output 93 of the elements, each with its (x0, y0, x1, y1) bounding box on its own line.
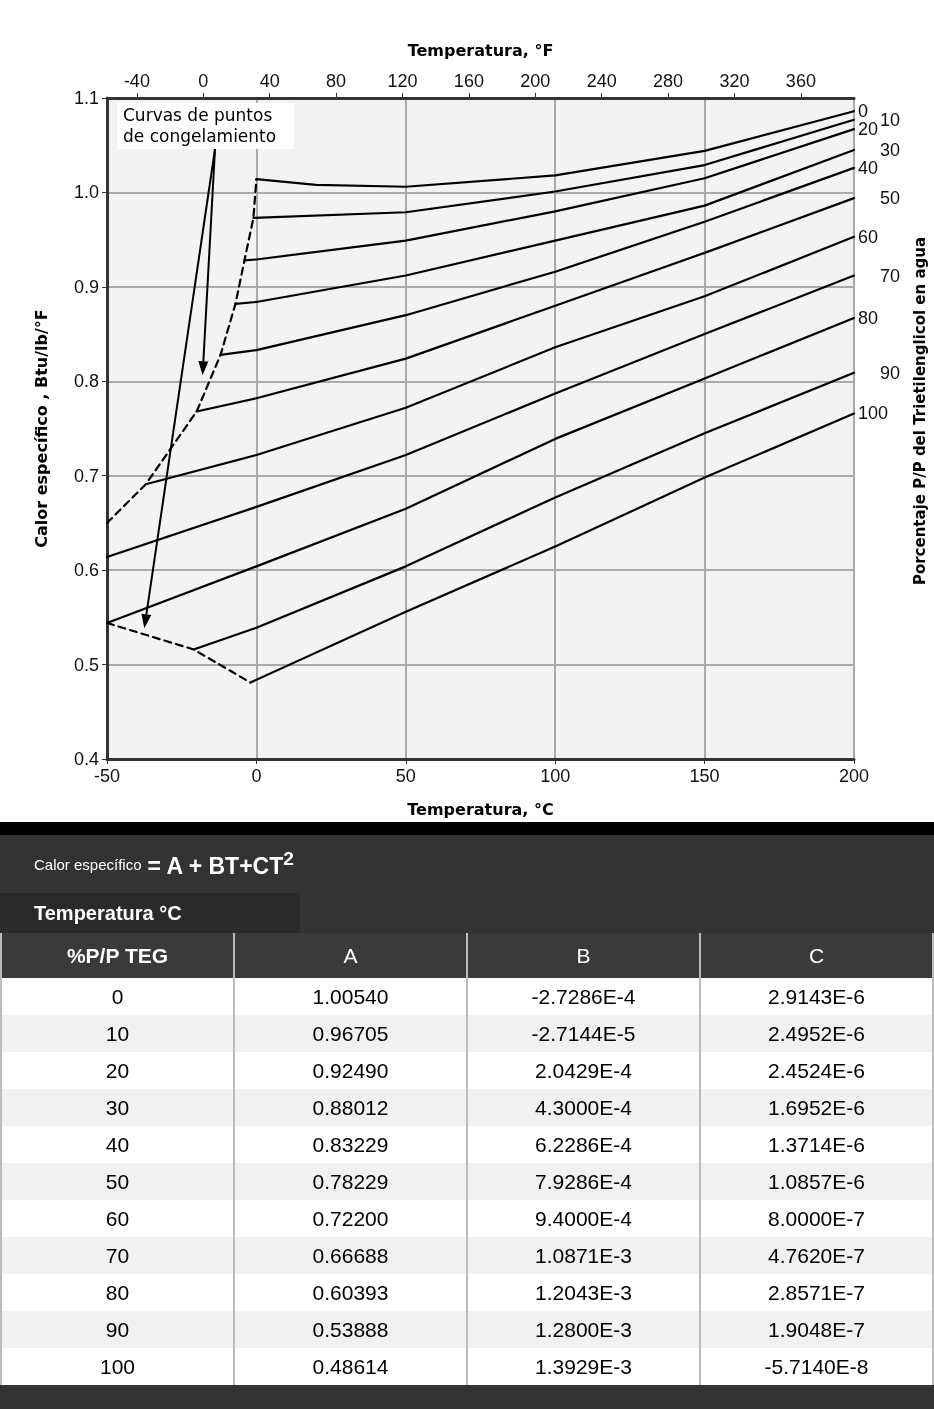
x-axis-title: Temperatura, °C (407, 799, 554, 819)
text: C (700, 933, 933, 978)
x-tick-label: 100 (540, 766, 571, 786)
text: 40 (1, 1126, 234, 1163)
text: 100 (1, 1348, 234, 1385)
text: 1.0871E-3 (467, 1237, 700, 1274)
x-tick-label: 0 (251, 766, 262, 786)
text: = A + BT+CT$^{2}$ (147, 848, 294, 880)
annotation: Curvas de puntos de congelamiento (117, 103, 294, 149)
text: 1.2800E-3 (467, 1311, 700, 1348)
series-label: 50 (880, 188, 901, 209)
series-label: 60 (858, 226, 879, 247)
text: 30 (1, 1089, 234, 1126)
x2-tick-label: 80 (326, 71, 347, 91)
text: 9.4000E-4 (467, 1200, 700, 1237)
text: 0.66688 (234, 1237, 467, 1274)
x-tick-label: 150 (689, 766, 720, 786)
x-tick-label: 50 (395, 766, 416, 786)
x2-tick-label: 120 (387, 71, 418, 91)
text: 0.53888 (234, 1311, 467, 1348)
text: 4.7620E-7 (700, 1237, 933, 1274)
x-tick-label: 200 (838, 766, 870, 786)
x-tick-label: -50 (93, 766, 121, 786)
text: 2.4952E-6 (700, 1015, 933, 1052)
series-label: 10 (880, 109, 901, 130)
text: 2.9143E-6 (700, 978, 933, 1015)
text: 0.96705 (234, 1015, 467, 1052)
x2-tick-label: 40 (259, 71, 280, 91)
y-tick-label: 1.0 (73, 182, 99, 203)
text: 10 (1, 1015, 234, 1052)
x2-tick-label: 0 (198, 71, 209, 91)
x2-tick-label: 320 (719, 71, 750, 91)
y-tick-label: 0.5 (73, 654, 99, 675)
series-label: 70 (880, 265, 901, 286)
text: 80 (1, 1274, 234, 1311)
x2-axis-title: Temperatura, °F (407, 40, 554, 60)
text: 7.9286E-4 (467, 1163, 700, 1200)
x2-tick-label: 200 (520, 71, 551, 91)
text: -2.7286E-4 (467, 978, 700, 1015)
text: 8.0000E-7 (700, 1200, 933, 1237)
y-tick-label: 0.4 (73, 749, 99, 769)
text: Temperatura °C (0, 893, 300, 933)
y-tick-label: 1.1 (73, 88, 99, 108)
text: 1.9048E-7 (700, 1311, 933, 1348)
series-label: 40 (858, 157, 879, 178)
text: 0.60393 (234, 1274, 467, 1311)
text: 2.0429E-4 (467, 1052, 700, 1089)
series-label: 90 (880, 362, 901, 383)
series-label: 20 (858, 119, 879, 140)
text: 70 (1, 1237, 234, 1274)
text: 1.00540 (234, 978, 467, 1015)
y-tick-label: 0.7 (73, 465, 99, 486)
text: 6.2286E-4 (467, 1126, 700, 1163)
text: 4.3000E-4 (467, 1089, 700, 1126)
text: 1.6952E-6 (700, 1089, 933, 1126)
x2-tick-label: 360 (785, 71, 816, 91)
text: 1.3929E-3 (467, 1348, 700, 1385)
text: 0.88012 (234, 1089, 467, 1126)
x2-tick-label: 160 (453, 71, 484, 91)
y-tick-label: 0.8 (73, 371, 99, 392)
text: 0.92490 (234, 1052, 467, 1089)
legend-title: Porcentaje P/P del Trietilenglicol en agua (910, 236, 929, 586)
series-label: 100 (858, 403, 889, 424)
text: %P/P TEG (1, 933, 234, 978)
text: 1.2043E-3 (467, 1274, 700, 1311)
x2-tick-label: 280 (653, 71, 684, 91)
text: 0.48614 (234, 1348, 467, 1385)
text: 50 (1, 1163, 234, 1200)
y-tick-label: 0.6 (73, 560, 99, 581)
series-label: 30 (880, 139, 901, 160)
text: B (467, 933, 700, 978)
series-label: 0 (858, 101, 869, 122)
text: 1.3714E-6 (700, 1126, 933, 1163)
y-tick-label: 0.9 (73, 276, 99, 297)
text: 0.72200 (234, 1200, 467, 1237)
line-series (105, 274, 856, 559)
text: 0.83229 (234, 1126, 467, 1163)
text: 0.78229 (234, 1163, 467, 1200)
text: -2.7144E-5 (467, 1015, 700, 1052)
y-axis-title: Calor específico , Btu/lb/°F (31, 309, 51, 548)
text: 20 (1, 1052, 234, 1089)
text: 1.0857E-6 (700, 1163, 933, 1200)
series-label: 80 (858, 308, 879, 329)
x2-tick-label: 240 (586, 71, 617, 91)
text: 2.8571E-7 (700, 1274, 933, 1311)
text: A (234, 933, 467, 978)
text: 90 (1, 1311, 234, 1348)
text: -5.7140E-8 (700, 1348, 933, 1385)
text: 0 (1, 978, 234, 1015)
x2-tick-label: -40 (123, 71, 150, 91)
text: 60 (1, 1200, 234, 1237)
text: Calor específico (34, 855, 142, 873)
text: 2.4524E-6 (700, 1052, 933, 1089)
